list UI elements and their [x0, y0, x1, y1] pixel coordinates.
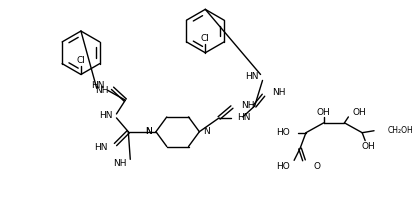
Text: NH: NH	[95, 86, 108, 95]
Text: NH: NH	[241, 101, 254, 110]
Text: N: N	[203, 127, 210, 136]
Text: OH: OH	[317, 109, 331, 118]
Text: HN: HN	[245, 72, 259, 81]
Text: N: N	[145, 127, 152, 136]
Text: HO: HO	[276, 162, 290, 171]
Text: Cl: Cl	[201, 34, 210, 44]
Text: NH: NH	[273, 88, 286, 97]
Text: Cl: Cl	[76, 56, 85, 65]
Text: OH: OH	[352, 109, 366, 118]
Text: OH: OH	[361, 142, 375, 151]
Text: O: O	[314, 162, 321, 171]
Text: N: N	[145, 127, 152, 136]
Text: CH₂OH: CH₂OH	[388, 126, 414, 135]
Text: HO: HO	[276, 128, 290, 137]
Text: NH: NH	[113, 159, 126, 168]
Text: HN: HN	[237, 113, 250, 122]
Text: HN: HN	[99, 111, 112, 120]
Text: HN: HN	[94, 143, 107, 152]
Text: HN: HN	[91, 81, 104, 90]
